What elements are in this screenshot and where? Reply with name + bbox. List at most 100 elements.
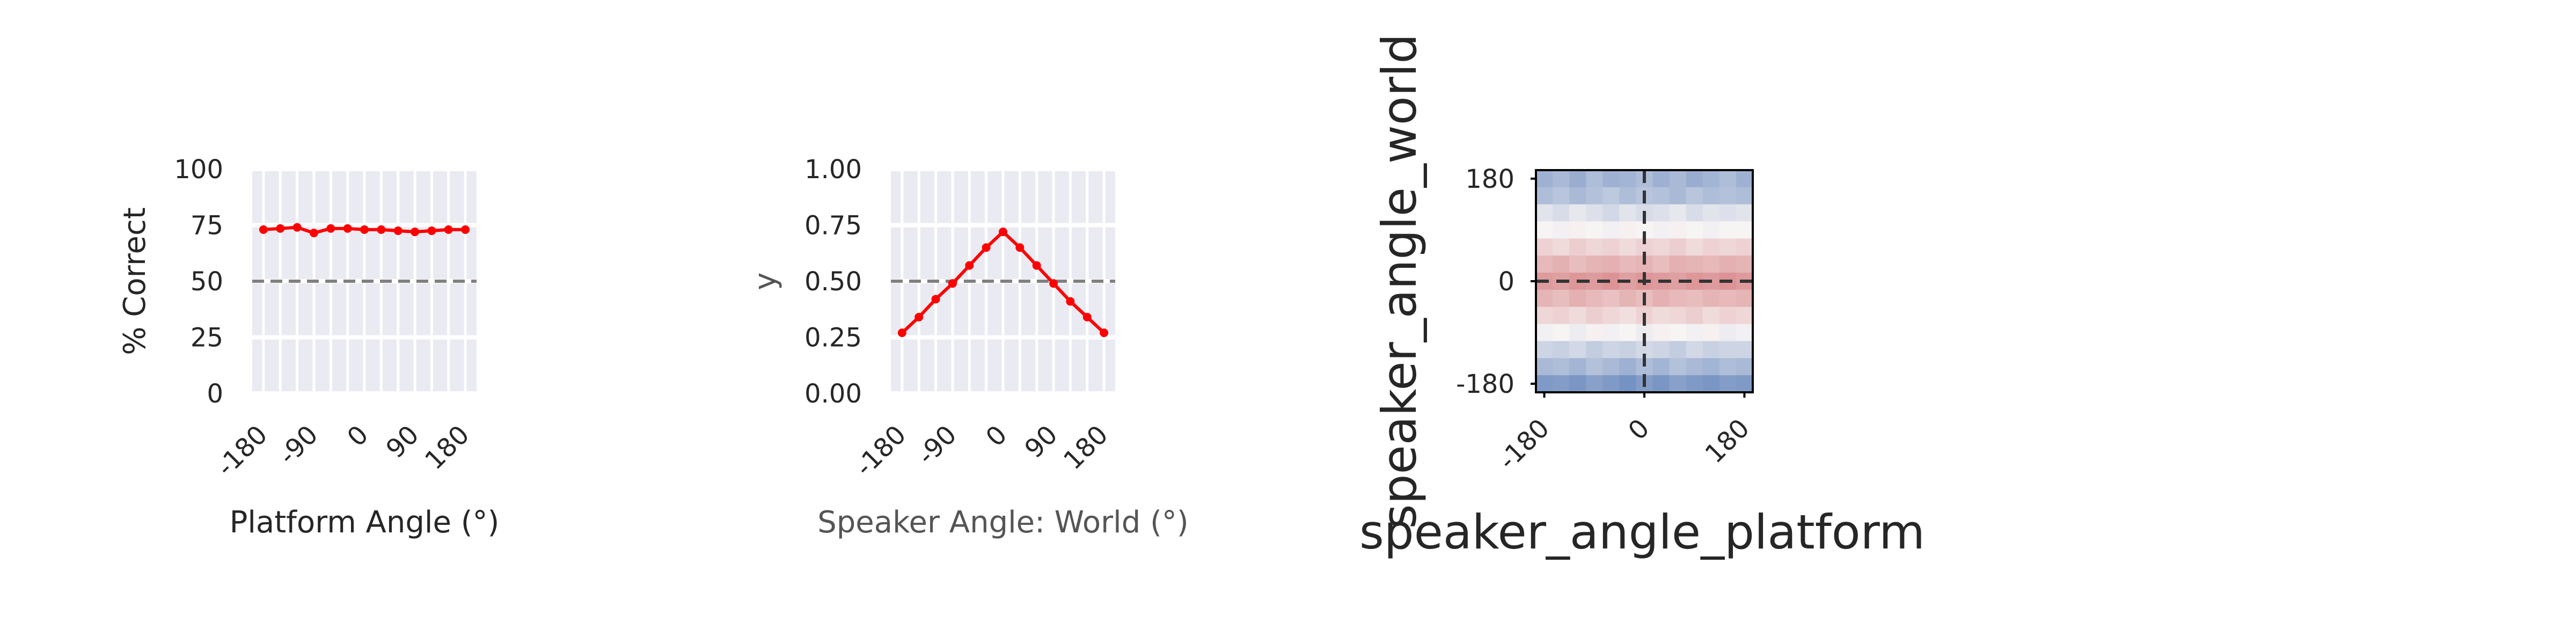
y-tick-label: 50 [191,267,223,297]
heatmap-cell [1553,358,1570,376]
heatmap-cell [1602,187,1620,205]
heatmap-cell [1702,306,1720,325]
heatmap-cell [1536,255,1553,273]
heatmap-cell [1686,187,1703,205]
y-axis-label: % Correct [118,207,152,355]
heatmap-cell [1536,306,1553,325]
data-point [1049,279,1058,288]
heatmap-cell [1602,306,1620,325]
x-axis-label: speaker_angle_platform [1359,504,1925,560]
heatmap-cell [1736,221,1753,239]
data-point [343,224,352,233]
heatmap-cell [1536,221,1553,239]
heatmap-cell [1652,221,1670,239]
heatmap-cell [1652,306,1670,325]
heatmap-cell [1602,170,1620,188]
heatmap-cell [1602,289,1620,308]
heatmap-cell [1619,187,1637,205]
heatmap-cell [1669,324,1687,342]
heatmap-cell [1619,358,1637,376]
y-tick-label: 0.25 [804,323,862,353]
heatmap-cell [1553,375,1570,393]
heatmap-cell [1569,324,1586,342]
heatmap-cell [1602,221,1620,239]
heatmap-cell [1536,187,1553,205]
x-tick-label: 90 [380,420,425,464]
heatmap-cell [1736,238,1753,256]
heatmap-cell [1586,221,1603,239]
heatmap-cell [1652,358,1670,376]
heatmap-cell [1702,341,1720,358]
heatmap-cell [1586,170,1603,188]
x-tick-label: 180 [1058,420,1114,475]
heatmap-cell [1702,358,1720,376]
heatmap-cell [1736,358,1753,376]
heatmap-cell [1686,221,1703,239]
y-tick-label: -180 [1456,369,1514,399]
x-tick-label: -180 [1492,413,1555,476]
heatmap-cell [1686,358,1703,376]
heatmap-cell [1536,170,1553,188]
heatmap-cell [1686,341,1703,358]
heatmap-cell [1619,204,1637,222]
y-tick-label: 0.00 [804,379,862,409]
data-point [427,226,436,235]
heatmap-cell [1536,341,1553,358]
heatmap-cell [1652,204,1670,222]
heatmap-cell [1569,187,1586,205]
heatmap-cell [1702,170,1720,188]
heatmap-cell [1736,324,1753,342]
data-point [461,225,470,234]
data-point [309,229,318,238]
x-tick-label: -180 [850,420,912,482]
heatmap-cell [1569,238,1586,256]
reference-lines [1536,170,1753,392]
heatmap-cell [1569,204,1586,222]
heatmap-cell [1652,375,1670,393]
y-tick-label: 0 [207,379,223,409]
heatmap-cell [1553,221,1570,239]
heatmap-cell [1719,221,1737,239]
heatmap-cell [1686,170,1703,188]
data-point [411,228,420,237]
heatmap-cell [1602,204,1620,222]
heatmap-cell [1669,187,1687,205]
data-point [931,295,940,304]
heatmap-cell [1619,375,1637,393]
data-point [1032,261,1041,270]
y-tick-labels: 0 25 50 75 100 [174,155,223,409]
heatmap-cell [1669,255,1687,273]
heatmap-cell [1569,170,1586,188]
heatmap-cell [1602,375,1620,393]
heatmap-cell [1736,187,1753,205]
heatmap-cell [1736,255,1753,273]
heatmap-cell [1569,289,1586,308]
x-tick-label: 0 [1622,413,1655,446]
heatmap-cell [1686,306,1703,325]
heatmap-cell [1702,289,1720,308]
heatmap-cell [1669,221,1687,239]
heatmap-cell [1686,324,1703,342]
data-point [1015,243,1024,252]
heatmap-cell [1669,170,1687,188]
heatmap-cell [1602,358,1620,376]
heatmap-cell [1569,255,1586,273]
heatmap-cell [1619,170,1637,188]
series-line [259,223,470,238]
data-point [326,224,335,233]
data-point [292,223,302,232]
heatmap-cell [1569,221,1586,239]
heatmap-cell [1702,187,1720,205]
heatmap-cell [1719,341,1737,358]
heatmap-cell [1669,238,1687,256]
heatmap-cell [1602,238,1620,256]
heatmap-cell [1586,204,1603,222]
x-tick-label: -90 [911,420,962,471]
heatmap-cell [1719,170,1737,188]
x-tick-labels: -180 0 180 [1492,392,1755,476]
heatmap-cell [1719,289,1737,308]
